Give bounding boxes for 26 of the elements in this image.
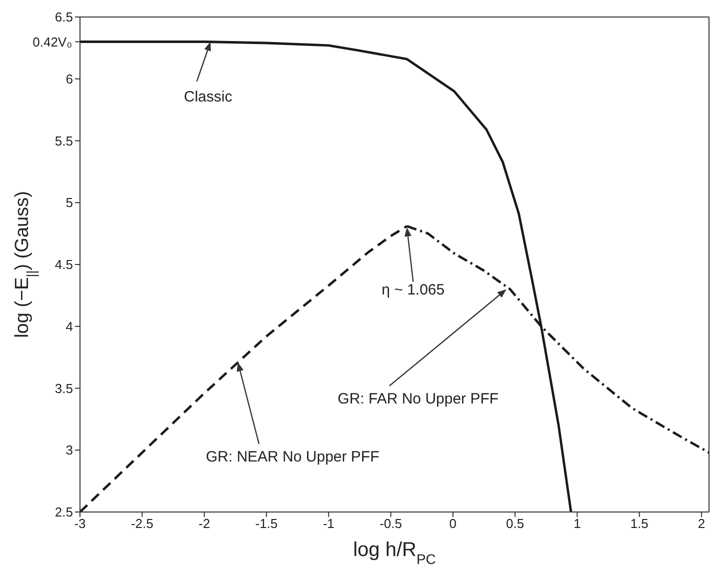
y-tick-label: 2.5	[54, 504, 73, 520]
x-tick-label: 0.5	[506, 516, 524, 532]
x-axis-title: log h/R$_{PC}$	[353, 539, 436, 567]
y-tick-label: 5.5	[54, 133, 73, 148]
x-tick-label: -2	[198, 516, 210, 532]
x-tick-label: 1	[574, 516, 581, 532]
x-tick-label: -0.5	[380, 516, 402, 532]
y-tick-label: 4.5	[54, 257, 73, 272]
x-tick-label: -1	[322, 516, 334, 532]
y-tick-label: 6	[66, 71, 73, 86]
annotation: GR: NEAR No Upper PFF	[206, 448, 380, 466]
y-tick-label: 3.5	[54, 380, 73, 396]
y-tick-label: 4	[66, 318, 73, 334]
x-tick-label: 0	[449, 516, 457, 532]
x-tick-label: 2	[698, 516, 706, 532]
annotation: GR: FAR No Upper PFF	[338, 390, 499, 408]
annotation: η ~ 1.065	[382, 282, 445, 299]
x-tick-label: 1.5	[630, 516, 648, 532]
annotation: 0.42V₀	[32, 34, 72, 50]
y-tick-label: 3	[66, 442, 73, 458]
x-tick-label: -2.5	[130, 516, 154, 532]
y-tick-label: 6.5	[54, 10, 73, 25]
x-tick-label: -3	[74, 516, 86, 532]
y-tick-label: 5	[66, 195, 73, 210]
annotation: Classic	[184, 88, 233, 106]
x-tick-label: -1.5	[255, 516, 278, 532]
